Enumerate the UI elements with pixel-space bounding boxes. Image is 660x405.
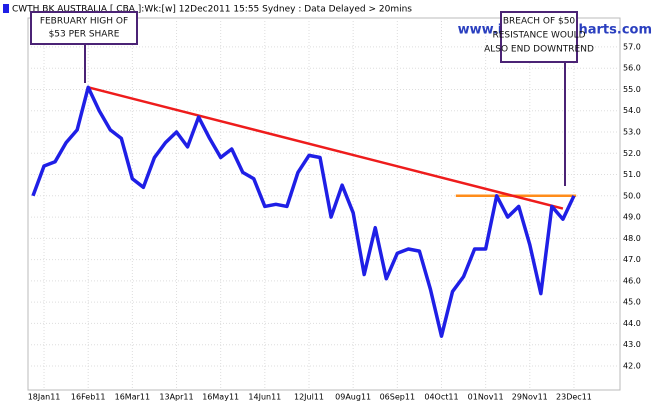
y-tick-label: 46.0 [623, 276, 641, 285]
x-tick-label: 16Feb11 [71, 393, 106, 402]
y-tick-label: 56.0 [623, 64, 641, 73]
y-tick-label: 42.0 [623, 361, 641, 370]
x-tick-label: 14Jun11 [248, 393, 281, 402]
plot-frame [27, 17, 621, 391]
annotation: FEBRUARY HIGH OF $53 PER SHARE [30, 11, 138, 83]
x-tick-label: 06Sep11 [380, 393, 415, 402]
y-tick-label: 50.0 [623, 191, 641, 200]
y-tick-label: 47.0 [623, 255, 641, 264]
x-tick-label: 18Jan11 [28, 393, 61, 402]
annotation-box [30, 11, 138, 45]
y-tick-label: 44.0 [623, 319, 641, 328]
annotation: BREACH OF $50 RESISTANCE WOULD ALSO END … [484, 11, 594, 186]
x-tick-label: 23Dec11 [556, 393, 592, 402]
legend-icon [3, 4, 9, 13]
x-tick-label: 12Jul11 [294, 393, 324, 402]
price-line [31, 85, 576, 338]
y-tick-label: 52.0 [623, 149, 641, 158]
x-tick-label: 09Aug11 [335, 393, 371, 402]
y-tick-label: 49.0 [623, 213, 641, 222]
y-tick-label: 54.0 [623, 106, 641, 115]
y-tick-label: 51.0 [623, 170, 641, 179]
y-tick-label: 43.0 [623, 340, 641, 349]
trend-line [87, 86, 564, 210]
y-tick-label: 55.0 [623, 85, 641, 94]
y-tick-label: 48.0 [623, 234, 641, 243]
annotation-text: $53 PER SHARE [49, 30, 120, 40]
header: CWTH BK AUSTRALIA [ CBA ]:Wk:[w] 12Dec20… [12, 5, 412, 15]
x-tick-label: 01Nov11 [468, 393, 504, 402]
grid [28, 18, 620, 390]
annotation-text: RESISTANCE WOULD [492, 31, 585, 41]
marks [31, 85, 577, 338]
x-tick-label: 29Nov11 [512, 393, 548, 402]
y-tick-label: 57.0 [623, 42, 641, 51]
x-tick-label: 13Apr11 [159, 393, 193, 402]
annotation-text: FEBRUARY HIGH OF [40, 17, 128, 27]
y-tick-label: 53.0 [623, 128, 641, 137]
y-tick-label: 45.0 [623, 298, 641, 307]
x-tick-label: 16May11 [202, 393, 239, 402]
x-tick-label: 04Oct11 [424, 393, 458, 402]
annotation-text: ALSO END DOWNTREND [484, 45, 594, 55]
annotation-box [500, 11, 578, 63]
x-tick-label: 16Mar11 [115, 393, 150, 402]
annotation-text: BREACH OF $50 [503, 17, 576, 27]
